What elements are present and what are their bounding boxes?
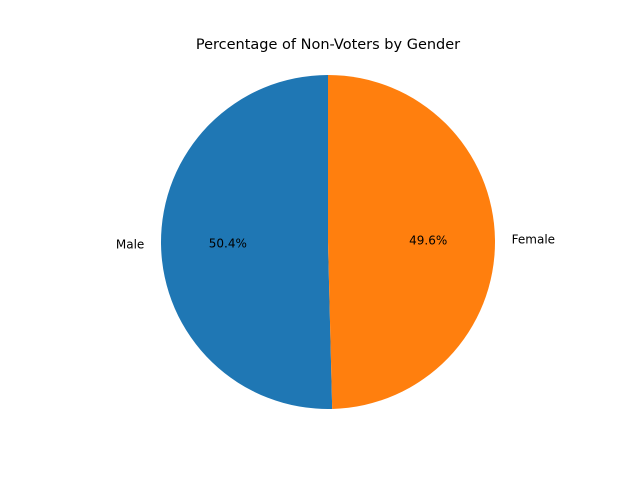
- pct-label-female: 49.6%: [409, 234, 447, 248]
- chart-title: Percentage of Non-Voters by Gender: [196, 37, 460, 53]
- pie-slices: [160, 75, 495, 410]
- pie-slice-female: [328, 75, 495, 409]
- pie-labels: Male 50.4% Female 49.6%: [116, 233, 555, 252]
- slice-label-male: Male: [116, 237, 144, 251]
- pct-label-male: 50.4%: [209, 236, 247, 250]
- pie-slice-male: [160, 75, 333, 410]
- slice-label-female: Female: [512, 233, 555, 247]
